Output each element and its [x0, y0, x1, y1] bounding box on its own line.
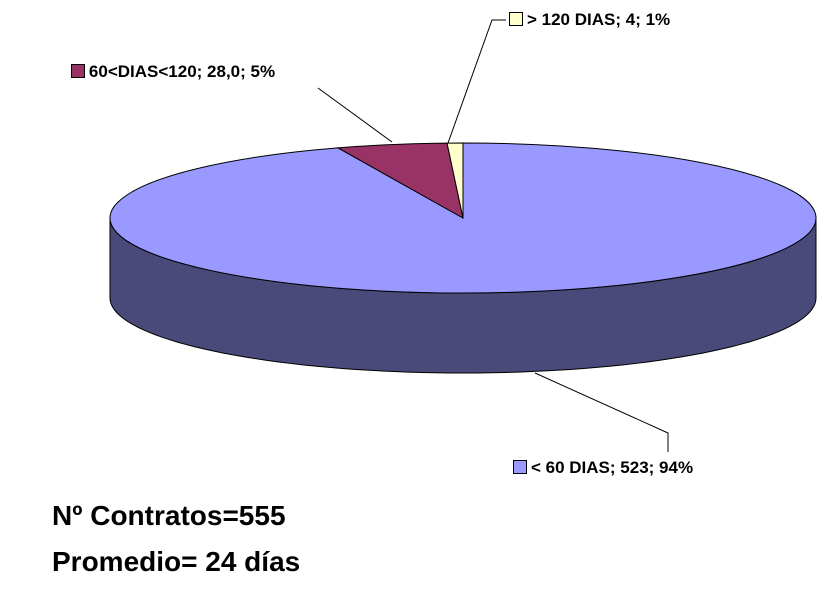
leader-line [534, 372, 669, 452]
leader-line [447, 19, 506, 144]
slice-label: > 120 DIAS; 4; 1% [509, 5, 670, 35]
annotation: Promedio= 24 días [52, 546, 301, 577]
legend-key [513, 460, 527, 474]
slice-label: 60<DIAS<120; 28,0; 5% [18, 57, 328, 87]
annotation: Nº Contratos=555 [52, 500, 286, 531]
pie-slice [446, 142, 464, 219]
slice-label: < 60 DIAS; 523; 94% [513, 453, 693, 483]
legend-key [509, 12, 523, 26]
slice-label-text: < 60 DIAS; 523; 94% [531, 458, 694, 477]
legend-key [70, 64, 85, 78]
leader-line [317, 87, 393, 143]
slice-label-text: > 120 DIAS; 4; 1% [527, 10, 671, 29]
slice-label-text: 60<DIAS<120; 28,0; 5% [88, 62, 276, 81]
pie [109, 142, 817, 374]
